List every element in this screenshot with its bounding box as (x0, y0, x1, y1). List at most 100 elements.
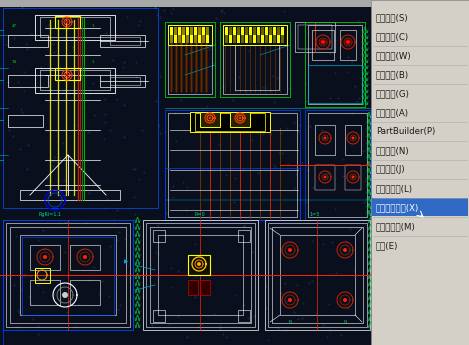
Point (326, 327, 334, 333)
Point (229, 97, 237, 103)
Point (338, 333, 345, 338)
Point (324, 170, 332, 176)
Point (218, 117, 225, 123)
Point (50, 164, 57, 169)
Point (67, 187, 74, 192)
Bar (249, 27, 252, 35)
Point (171, 110, 179, 116)
Point (195, 21, 202, 27)
Point (335, 96, 342, 101)
Point (85, 129, 92, 135)
Point (298, 315, 306, 321)
Point (131, 166, 138, 171)
Bar (195, 113, 265, 131)
Point (262, 306, 270, 311)
Point (76, 302, 83, 307)
Bar (235, 45, 279, 90)
Point (198, 321, 205, 326)
Point (27, 301, 35, 307)
Bar (345, 165, 361, 190)
Point (34, 324, 42, 329)
Circle shape (197, 262, 201, 266)
Bar (40, 17, 110, 37)
Point (348, 110, 356, 116)
Point (264, 337, 272, 343)
Point (55, 150, 62, 156)
Point (188, 254, 195, 260)
Point (191, 274, 199, 279)
Point (222, 335, 229, 340)
Point (265, 42, 273, 48)
Point (116, 302, 124, 307)
Point (204, 103, 211, 108)
Bar (194, 27, 197, 35)
Point (98, 278, 106, 284)
Point (161, 129, 169, 135)
Point (124, 14, 131, 20)
Bar (35, 68, 115, 93)
Text: 超级符号库(L): 超级符号库(L) (376, 184, 413, 193)
Point (86, 278, 93, 283)
Bar (280, 235, 355, 315)
Point (282, 327, 290, 333)
Circle shape (288, 248, 292, 252)
Point (191, 242, 198, 247)
Point (285, 318, 293, 324)
Point (235, 75, 242, 80)
Point (287, 86, 294, 91)
Bar (8, 115, 43, 127)
Point (309, 238, 316, 244)
Bar (408, 270, 469, 345)
Point (328, 239, 335, 245)
Point (133, 74, 140, 79)
Bar (8, 35, 48, 47)
Point (232, 292, 240, 297)
Point (352, 83, 359, 89)
Point (359, 148, 366, 154)
Bar (237, 35, 240, 43)
Text: 系统维护工具(X): 系统维护工具(X) (376, 203, 419, 212)
Point (331, 70, 339, 76)
Bar (233, 27, 236, 35)
Point (284, 161, 292, 167)
Text: 辅助工具(A): 辅助工具(A) (376, 108, 409, 117)
Circle shape (321, 40, 325, 44)
Point (44, 22, 52, 28)
Bar (20, 235, 116, 315)
Bar (55, 68, 80, 80)
Text: 帮助(E): 帮助(E) (376, 241, 398, 250)
Point (61, 219, 69, 225)
Bar (10, 227, 126, 323)
Point (178, 97, 185, 102)
Point (272, 164, 279, 170)
Point (216, 326, 224, 331)
Bar (257, 35, 260, 43)
Point (63, 309, 70, 315)
Bar (168, 25, 212, 45)
Bar (3, 8, 158, 208)
Point (26, 273, 34, 279)
Point (113, 207, 121, 212)
Bar (206, 27, 209, 35)
Bar (245, 35, 248, 43)
Point (343, 69, 351, 75)
Point (115, 229, 123, 235)
Bar (178, 27, 181, 35)
Point (168, 284, 176, 290)
Point (49, 41, 57, 47)
Point (344, 54, 352, 60)
Point (136, 40, 144, 45)
Point (183, 184, 191, 190)
Point (164, 161, 172, 167)
Point (277, 290, 285, 295)
Point (196, 324, 203, 329)
Point (157, 130, 164, 136)
Bar (174, 27, 177, 35)
Point (254, 170, 261, 176)
Bar (158, 235, 243, 315)
Point (342, 243, 350, 248)
Point (79, 105, 86, 110)
Point (18, 109, 26, 115)
Bar (269, 27, 272, 35)
Point (296, 122, 304, 128)
